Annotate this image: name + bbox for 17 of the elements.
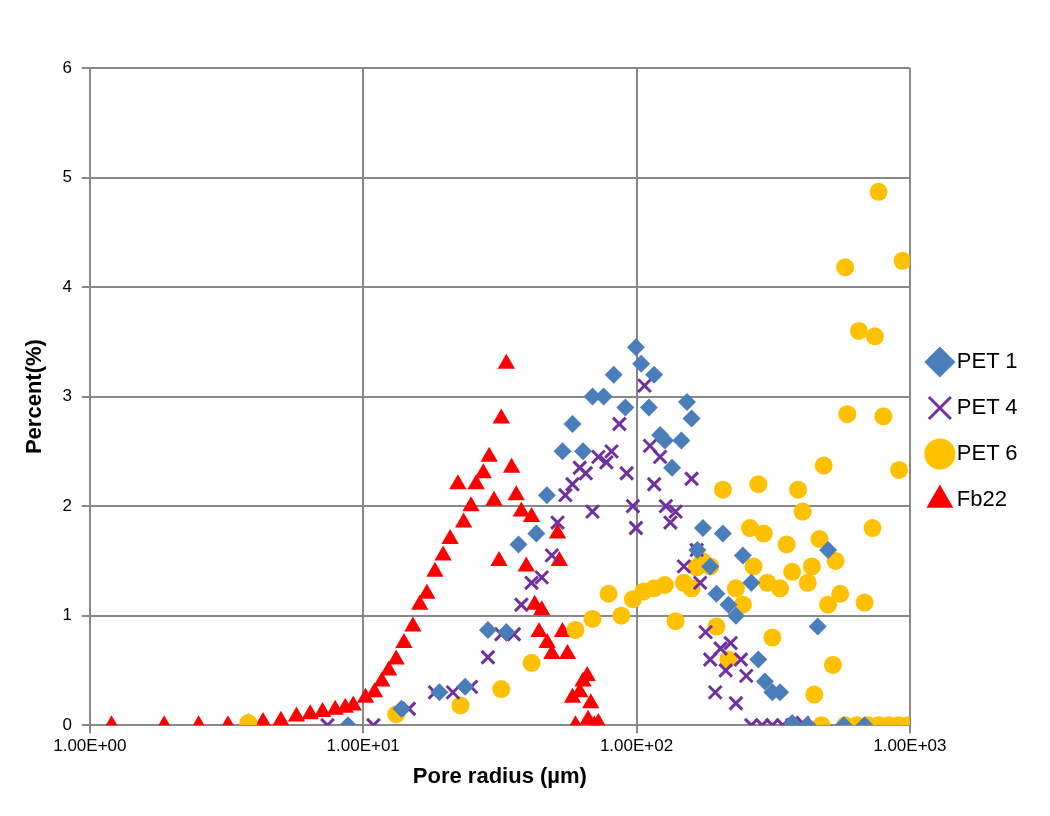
- y-tick-label: 1: [62, 605, 72, 625]
- y-tick-label: 2: [62, 495, 72, 515]
- y-tick-label: 6: [62, 57, 72, 77]
- x-tick-label: 1.00E+00: [53, 736, 127, 756]
- y-tick-label: 5: [62, 167, 72, 187]
- x-tick-label: 1.00E+01: [326, 736, 400, 756]
- x-tick-label: 1.00E+02: [599, 736, 674, 756]
- legend-label: PET 1: [956, 348, 1018, 374]
- x-axis-title: Pore radius (µm): [412, 762, 587, 788]
- y-axis-title: Percent(%): [21, 339, 47, 455]
- y-tick-label: 0: [62, 714, 72, 734]
- x-tick-label: 1.00E+03: [873, 736, 947, 756]
- y-tick-label: 4: [62, 276, 72, 296]
- legend-label: Fb22: [956, 486, 1008, 512]
- y-tick-label: 3: [62, 386, 72, 406]
- legend-label: PET 6: [956, 440, 1018, 466]
- legend-label: PET 4: [956, 394, 1018, 420]
